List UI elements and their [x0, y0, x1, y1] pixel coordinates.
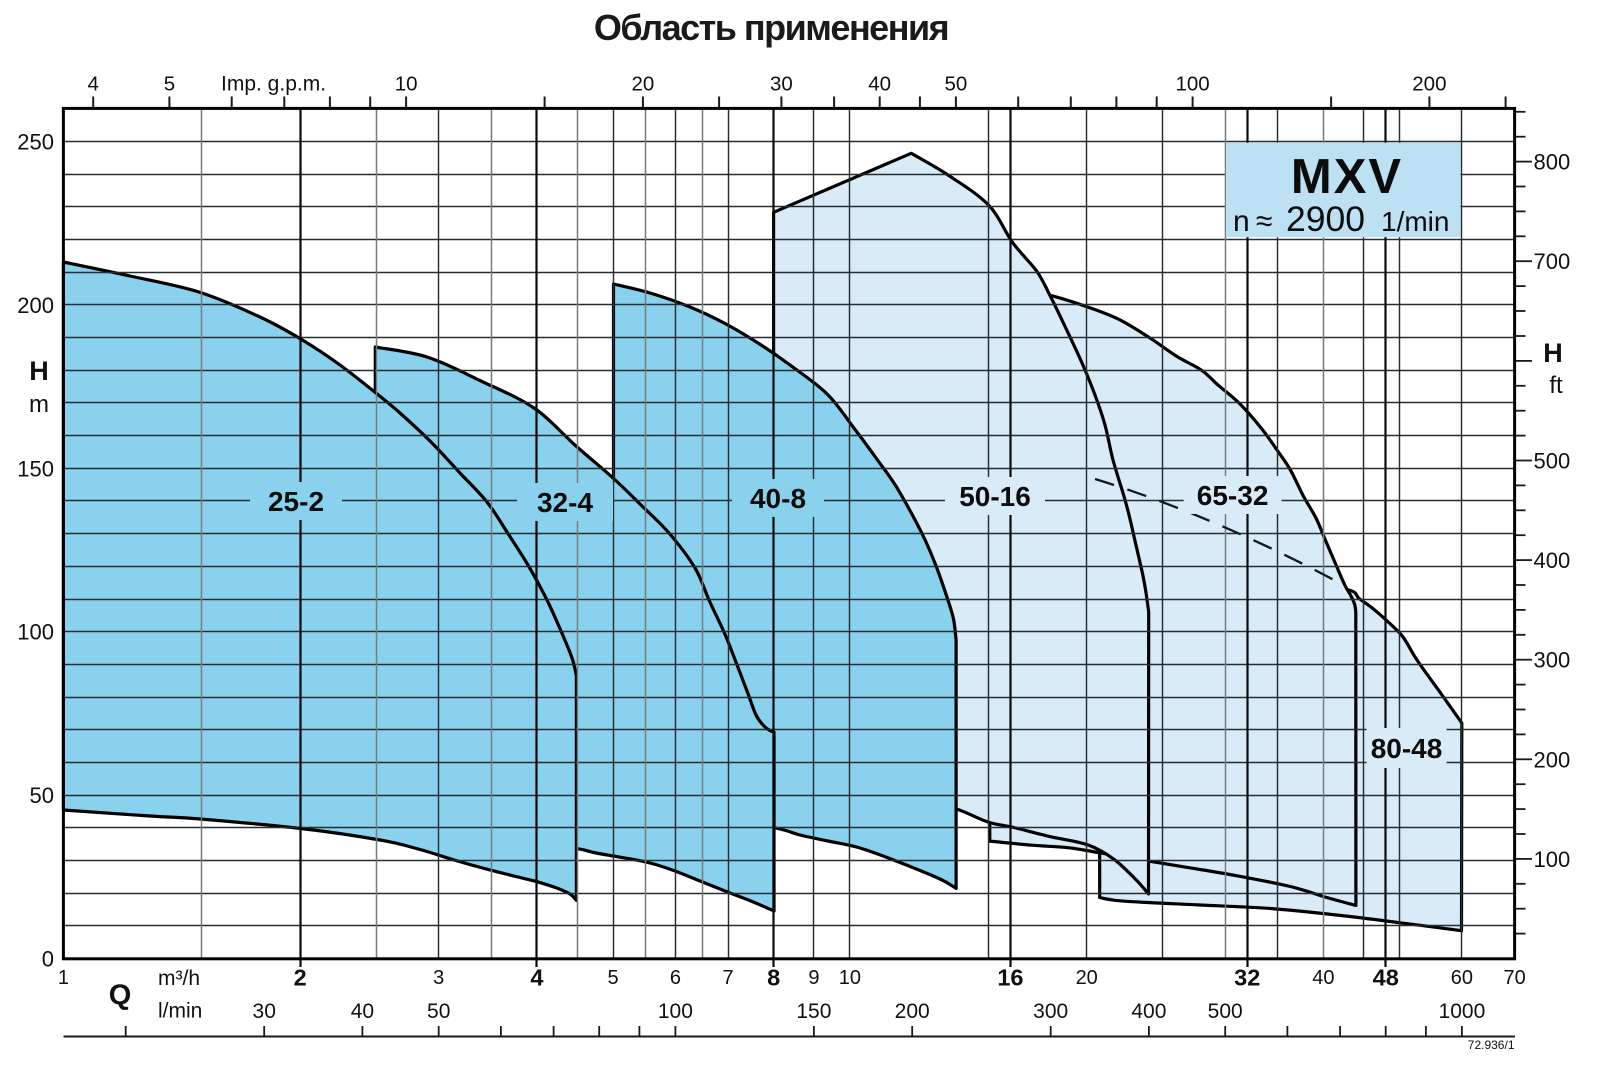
svg-text:200: 200 [1412, 73, 1446, 96]
svg-text:300: 300 [1033, 1000, 1068, 1023]
svg-text:250: 250 [17, 130, 54, 155]
svg-text:40-8: 40-8 [750, 483, 806, 514]
svg-text:300: 300 [1534, 648, 1571, 673]
svg-text:50-16: 50-16 [959, 481, 1031, 512]
svg-text:500: 500 [1534, 449, 1571, 474]
svg-text:200: 200 [17, 293, 54, 318]
svg-text:0: 0 [42, 947, 54, 972]
svg-text:200: 200 [895, 1000, 930, 1023]
svg-text:40: 40 [1312, 967, 1334, 989]
svg-text:100: 100 [1175, 73, 1209, 96]
svg-text:5: 5 [164, 73, 175, 96]
svg-text:H: H [1543, 338, 1563, 368]
svg-text:20: 20 [631, 73, 654, 96]
svg-text:1000: 1000 [1439, 1000, 1486, 1023]
svg-text:400: 400 [1131, 1000, 1166, 1023]
svg-text:1: 1 [58, 967, 69, 989]
svg-text:10: 10 [839, 967, 861, 989]
svg-text:65-32: 65-32 [1197, 480, 1269, 511]
svg-text:40: 40 [351, 1000, 374, 1023]
svg-text:50: 50 [427, 1000, 450, 1023]
svg-text:100: 100 [1534, 847, 1571, 872]
svg-text:7: 7 [723, 967, 734, 989]
svg-text:50: 50 [30, 783, 54, 808]
svg-text:72.936/1: 72.936/1 [1468, 1038, 1515, 1052]
svg-text:n: n [1233, 205, 1250, 238]
svg-text:10: 10 [395, 73, 418, 96]
svg-text:100: 100 [17, 620, 54, 645]
svg-text:3: 3 [433, 967, 444, 989]
svg-text:l/min: l/min [158, 1000, 202, 1023]
svg-text:48: 48 [1373, 965, 1399, 991]
svg-text:2: 2 [294, 965, 307, 991]
svg-text:50: 50 [944, 73, 967, 96]
svg-text:20: 20 [1076, 967, 1098, 989]
svg-text:MXV: MXV [1291, 150, 1403, 204]
svg-text:Imp. g.p.m.: Imp. g.p.m. [221, 73, 326, 96]
svg-text:Q: Q [109, 980, 132, 1012]
svg-text:70: 70 [1503, 967, 1525, 989]
svg-text:4: 4 [530, 965, 543, 991]
svg-text:25-2: 25-2 [268, 486, 324, 517]
svg-text:m: m [29, 391, 49, 418]
svg-text:80-48: 80-48 [1371, 733, 1443, 764]
svg-text:30: 30 [253, 1000, 276, 1023]
svg-text:800: 800 [1534, 150, 1571, 175]
svg-text:40: 40 [868, 73, 891, 96]
svg-text:200: 200 [1534, 747, 1571, 772]
svg-text:8: 8 [767, 965, 780, 991]
svg-text:H: H [29, 356, 49, 386]
svg-text:150: 150 [796, 1000, 831, 1023]
svg-text:m³/h: m³/h [158, 967, 200, 990]
svg-text:700: 700 [1534, 249, 1571, 274]
svg-text:2900: 2900 [1286, 199, 1365, 239]
svg-text:32: 32 [1234, 965, 1260, 991]
svg-text:400: 400 [1534, 548, 1571, 573]
svg-text:500: 500 [1208, 1000, 1243, 1023]
svg-text:6: 6 [670, 967, 681, 989]
svg-text:4: 4 [87, 73, 98, 96]
svg-text:Область применения: Область применения [594, 7, 948, 48]
svg-text:16: 16 [997, 965, 1023, 991]
svg-text:5: 5 [608, 967, 619, 989]
svg-text:≈: ≈ [1256, 205, 1272, 238]
svg-text:30: 30 [770, 73, 793, 96]
svg-text:150: 150 [17, 456, 54, 481]
svg-text:60: 60 [1451, 967, 1473, 989]
svg-text:1/min: 1/min [1381, 206, 1449, 237]
svg-text:32-4: 32-4 [537, 487, 593, 518]
svg-text:9: 9 [808, 967, 819, 989]
svg-text:ft: ft [1549, 372, 1563, 399]
svg-text:100: 100 [658, 1000, 693, 1023]
